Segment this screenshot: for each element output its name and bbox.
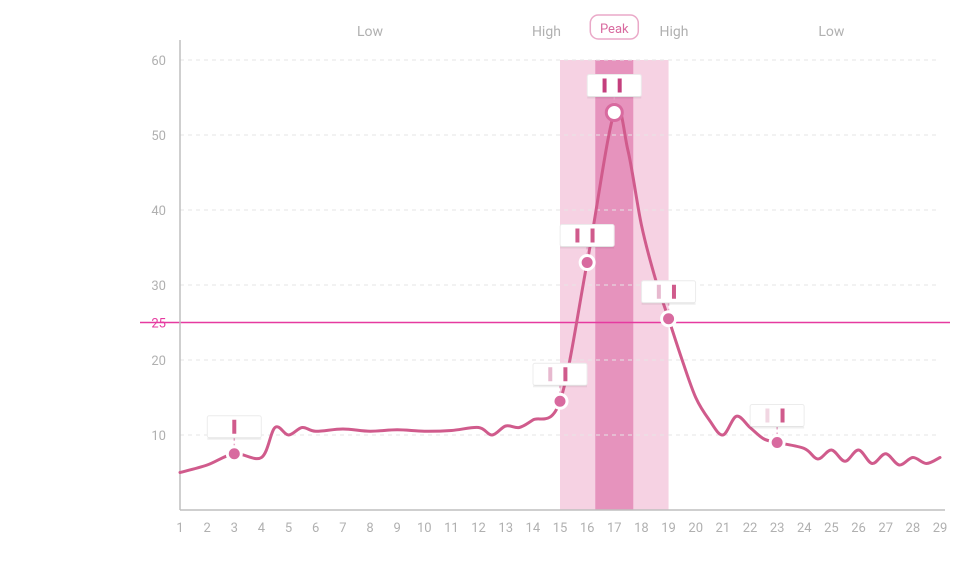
x-tick-label: 17 [607, 521, 622, 536]
data-marker [770, 436, 784, 450]
x-tick-label: 3 [231, 521, 238, 536]
line-chart: 1020304050602512345678910111213141516171… [0, 0, 974, 574]
test-strip-icon [533, 363, 587, 387]
x-tick-label: 24 [797, 521, 812, 536]
x-tick-label: 10 [417, 521, 432, 536]
data-marker-peak [606, 105, 622, 121]
y-tick-label: 50 [151, 129, 166, 144]
zone-label: Low [818, 24, 845, 40]
y-tick-label: 40 [151, 204, 166, 219]
x-tick-label: 23 [770, 521, 785, 536]
x-tick-label: 22 [743, 521, 758, 536]
test-strip-icon [560, 225, 614, 249]
data-marker [227, 447, 241, 461]
x-tick-label: 9 [393, 521, 400, 536]
chart-container: 1020304050602512345678910111213141516171… [0, 0, 974, 574]
y-tick-label: 60 [151, 54, 166, 69]
x-tick-label: 1 [176, 521, 183, 536]
x-tick-label: 13 [498, 521, 513, 536]
x-tick-label: 16 [580, 521, 595, 536]
x-tick-label: 20 [688, 521, 703, 536]
zone-label-peak: Peak [600, 22, 629, 37]
x-tick-label: 6 [312, 521, 319, 536]
x-tick-label: 19 [661, 521, 676, 536]
x-tick-label: 29 [933, 521, 948, 536]
x-tick-label: 5 [285, 521, 292, 536]
x-tick-label: 15 [553, 521, 568, 536]
x-tick-label: 14 [526, 521, 541, 536]
threshold-label: 25 [151, 317, 166, 332]
x-tick-label: 4 [258, 521, 266, 536]
y-tick-label: 10 [151, 429, 166, 444]
x-tick-label: 11 [444, 521, 459, 536]
zone-label: Low [357, 24, 384, 40]
x-tick-label: 2 [203, 521, 210, 536]
test-strip-icon [750, 405, 804, 429]
x-tick-label: 26 [851, 521, 866, 536]
y-tick-label: 20 [151, 354, 166, 369]
x-tick-label: 7 [339, 521, 346, 536]
data-marker [580, 256, 594, 270]
x-tick-label: 21 [716, 521, 731, 536]
x-tick-label: 8 [366, 521, 373, 536]
zone-label: High [660, 24, 689, 40]
test-strip-icon [207, 416, 261, 440]
data-marker [662, 312, 676, 326]
zone-label: High [532, 24, 561, 40]
x-tick-label: 18 [634, 521, 649, 536]
x-tick-label: 12 [471, 521, 486, 536]
y-tick-label: 30 [151, 279, 166, 294]
x-tick-label: 27 [878, 521, 893, 536]
x-tick-label: 28 [906, 521, 921, 536]
test-strip-icon [587, 75, 641, 99]
test-strip-icon [642, 281, 696, 305]
data-marker [553, 394, 567, 408]
x-tick-label: 25 [824, 521, 839, 536]
